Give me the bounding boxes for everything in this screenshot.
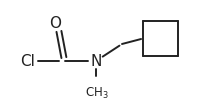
Text: N: N — [90, 54, 102, 69]
Text: Cl: Cl — [21, 54, 35, 69]
Text: O: O — [49, 15, 61, 30]
Text: CH$_3$: CH$_3$ — [85, 85, 109, 100]
